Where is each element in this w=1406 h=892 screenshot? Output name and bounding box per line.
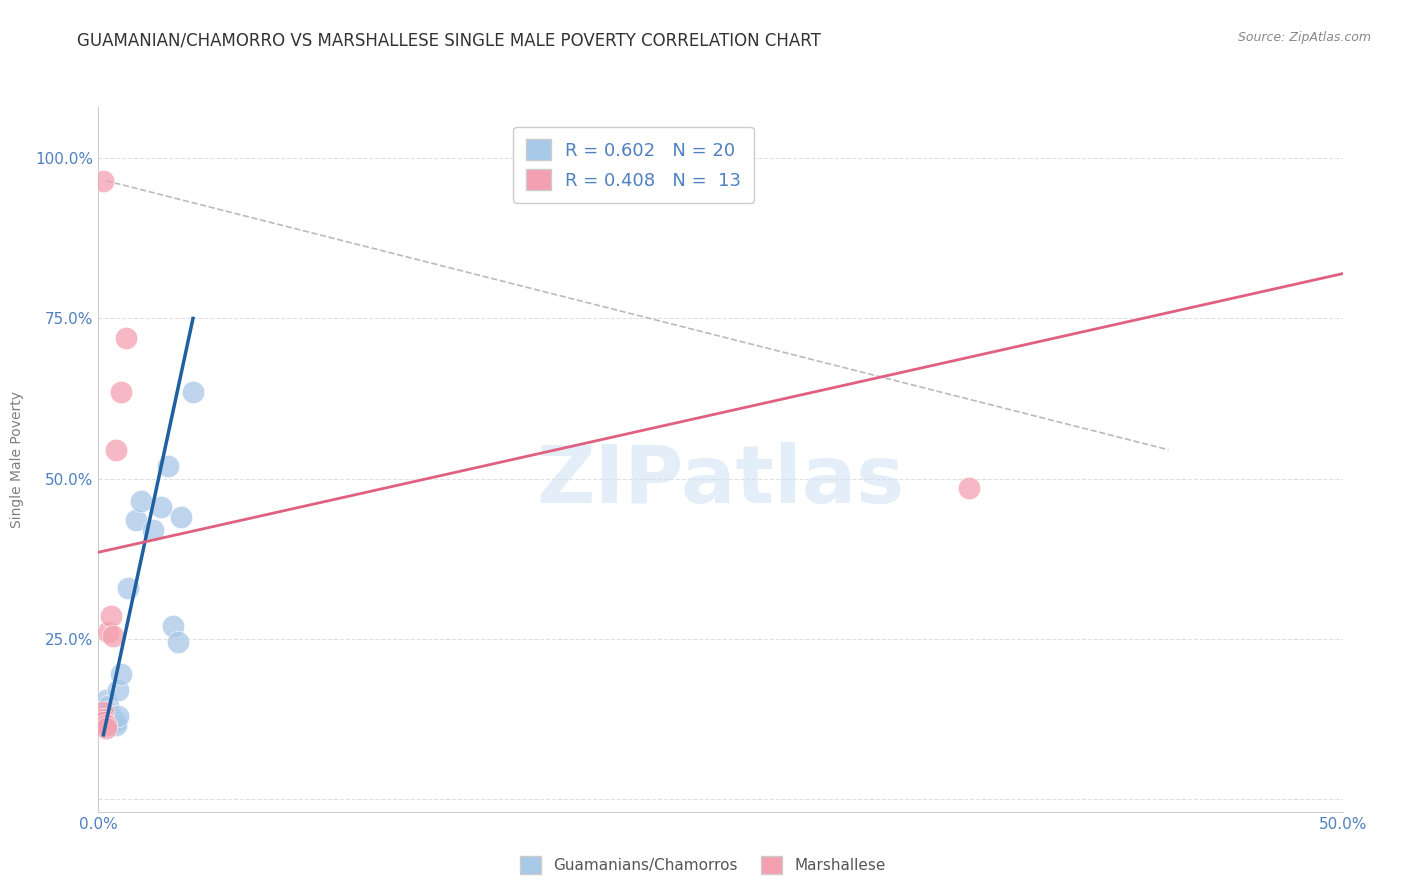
Point	[110, 667, 132, 681]
Point	[104, 442, 127, 457]
Legend: R = 0.602   N = 20, R = 0.408   N =  13: R = 0.602 N = 20, R = 0.408 N = 13	[513, 127, 754, 202]
Point	[97, 625, 120, 640]
Point	[162, 619, 184, 633]
Point	[107, 708, 129, 723]
Point	[104, 718, 127, 732]
Text: Source: ZipAtlas.com: Source: ZipAtlas.com	[1237, 31, 1371, 45]
Point	[97, 699, 120, 714]
Point	[94, 692, 117, 706]
Point	[129, 494, 152, 508]
Point	[93, 712, 115, 726]
Point	[125, 513, 148, 527]
Point	[107, 683, 129, 698]
Point	[100, 708, 122, 723]
Point	[181, 385, 204, 400]
Point	[93, 174, 115, 188]
Point	[94, 718, 117, 732]
Point	[103, 712, 125, 726]
Y-axis label: Single Male Poverty: Single Male Poverty	[10, 391, 24, 528]
Point	[104, 714, 127, 729]
Point	[100, 609, 122, 624]
Point	[93, 706, 115, 720]
Point	[110, 385, 132, 400]
Point	[142, 523, 165, 537]
Point	[117, 581, 139, 595]
Point	[114, 331, 136, 345]
Point	[97, 706, 120, 720]
Text: ZIPatlas: ZIPatlas	[537, 442, 904, 519]
Point	[167, 635, 190, 649]
Text: GUAMANIAN/CHAMORRO VS MARSHALLESE SINGLE MALE POVERTY CORRELATION CHART: GUAMANIAN/CHAMORRO VS MARSHALLESE SINGLE…	[77, 31, 821, 49]
Point	[94, 722, 117, 736]
Point	[157, 458, 180, 473]
Point	[93, 714, 115, 729]
Legend: Guamanians/Chamorros, Marshallese: Guamanians/Chamorros, Marshallese	[513, 850, 893, 880]
Point	[169, 510, 191, 524]
Point	[103, 628, 125, 642]
Point	[149, 500, 172, 515]
Point	[959, 481, 981, 495]
